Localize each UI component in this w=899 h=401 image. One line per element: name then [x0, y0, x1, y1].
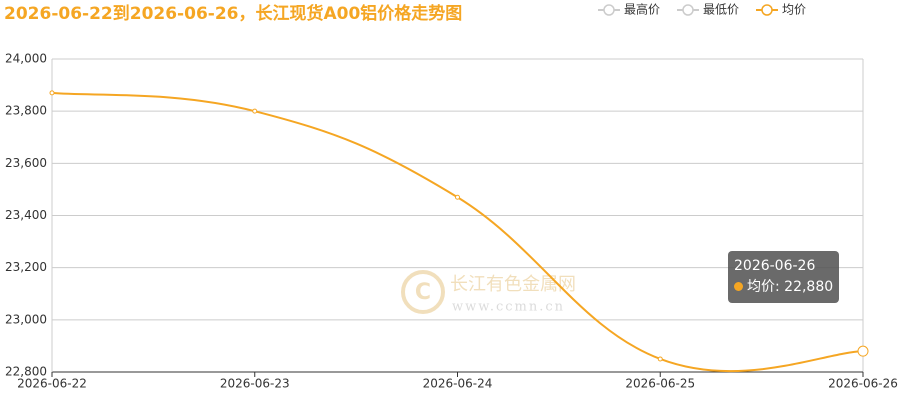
legend-marker — [603, 4, 615, 16]
tooltip-value: 22,880 — [784, 279, 834, 295]
y-tick-label: 23,200 — [5, 260, 47, 274]
y-tick-label: 23,000 — [5, 312, 47, 326]
point — [49, 90, 55, 96]
y-tick-label: 23,400 — [5, 208, 47, 222]
x-tick-label: 2026-06-26 — [828, 377, 898, 391]
tooltip: 2026-06-26 均价22,880 — [728, 251, 840, 303]
watermark-logo-letter: C — [415, 280, 431, 305]
legend-marker — [682, 4, 694, 16]
watermark-name: 长江有色金属网 — [450, 274, 576, 295]
tooltip-row: 均价22,880 — [734, 277, 833, 298]
y-tick-label: 24,000 — [5, 52, 47, 66]
series-line — [51, 91, 864, 373]
watermark-logo — [401, 270, 445, 314]
chart-title: 2026-06-22到2026-06-26，长江现货A00铝价格走势图 — [4, 3, 462, 24]
legend-label: 最高价 — [624, 2, 660, 17]
legend-label: 均价 — [782, 3, 806, 17]
x-tick-label: 2026-06-22 — [17, 377, 87, 391]
watermark: C 长江有色金属网 www.ccmn.cn — [401, 270, 576, 315]
y-tick-label: 23,600 — [5, 156, 47, 170]
point — [657, 356, 663, 362]
y-tick-label: 23,800 — [5, 104, 47, 118]
x-tick-label: 2026-06-24 — [423, 377, 493, 391]
tooltip-series: 均价 — [747, 279, 784, 295]
point — [455, 194, 460, 200]
x-tick-label: 2026-06-23 — [220, 377, 290, 391]
tooltip-dot — [734, 282, 743, 291]
x-tick-label: 2026-06-25 — [625, 377, 695, 391]
point — [252, 108, 258, 114]
y-tick-label: 22,800 — [5, 365, 47, 379]
point — [857, 345, 869, 357]
tooltip-title: 2026-06-26 — [734, 258, 816, 274]
legend-label: 最低价 — [703, 3, 739, 17]
legend-marker — [761, 4, 773, 16]
watermark-url: www.ccmn.cn — [452, 300, 565, 315]
